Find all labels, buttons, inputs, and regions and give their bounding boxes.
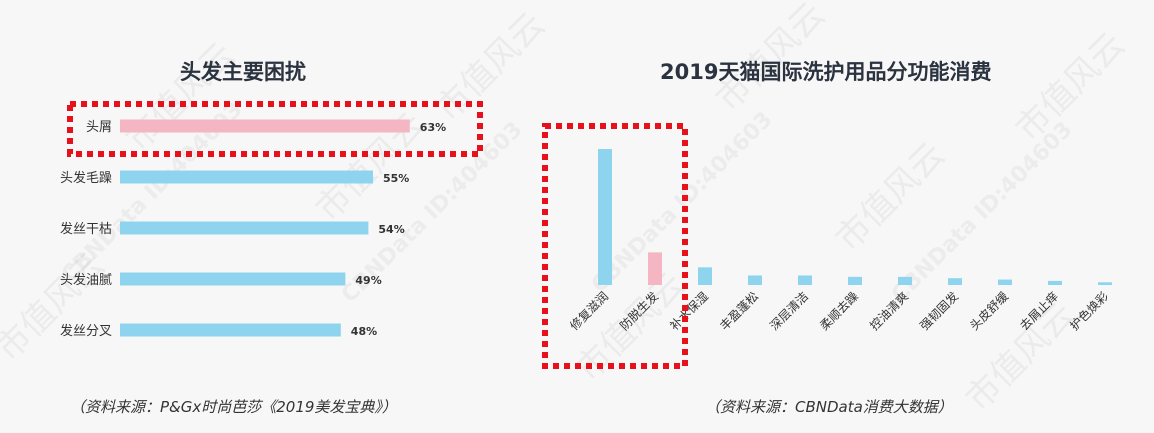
bar	[598, 149, 612, 285]
category-label: 控油清爽	[867, 289, 911, 333]
bar	[898, 276, 912, 285]
category-label: 补水保湿	[667, 289, 712, 334]
right-source-note: （资料来源：CBNData消费大数据）	[705, 398, 953, 416]
bar	[1098, 282, 1112, 285]
data-label: 63%	[420, 121, 446, 134]
category-label: 去屑止痒	[1017, 289, 1062, 334]
category-label: 防脱生发	[617, 289, 662, 334]
left-source-note: （资料来源：P&Gx时尚芭莎《2019美发宝典》）	[70, 398, 397, 416]
category-label: 柔顺去躁	[817, 289, 861, 333]
bar	[1048, 280, 1062, 285]
category-label: 头皮舒缓	[967, 289, 1011, 333]
left-bar-chart: 头屑 63% 头发毛躁 55% 发丝干枯 54% 头发油腻 49% 发丝分叉 48%	[60, 101, 483, 339]
category-label: 发丝分叉	[60, 323, 112, 339]
data-label: 48%	[351, 325, 377, 338]
highlight-box	[67, 101, 483, 157]
bar	[948, 278, 962, 285]
left-chart-panel: 头发主要困扰 头屑 63% 头发毛躁 55% 发丝干枯 54% 头发油腻 49% 发丝分叉 48%…	[0, 0, 560, 433]
bar	[648, 252, 662, 285]
bar	[798, 275, 812, 285]
highlight-box	[542, 123, 688, 369]
bar	[120, 170, 373, 184]
category-label: 头发毛躁	[60, 170, 112, 186]
category-label: 头屑	[86, 120, 112, 135]
bar	[120, 221, 369, 235]
category-label: 强韧固发	[917, 289, 962, 334]
category-label: 护色焕彩	[1067, 289, 1111, 333]
right-chart-panel: 2019天猫国际洗护用品分功能消费 修复滋润 防脱生发 补水保湿 丰盈蓬松 深层清洁 柔顺…	[540, 0, 1154, 433]
bar	[120, 272, 346, 286]
data-label: 49%	[355, 274, 381, 287]
category-label: 丰盈蓬松	[717, 289, 761, 333]
bar	[120, 119, 410, 133]
bar	[120, 323, 341, 337]
bar	[698, 267, 712, 285]
category-label: 头发油腻	[60, 272, 112, 288]
category-label: 修复滋润	[567, 289, 612, 334]
category-label: 发丝干枯	[60, 221, 112, 237]
bar	[748, 275, 762, 285]
right-bar-chart: 修复滋润 防脱生发 补水保湿 丰盈蓬松 深层清洁 柔顺去躁 控油清爽 强韧固发 头皮舒缓 去屑止痒…	[542, 123, 1112, 369]
bar	[998, 279, 1012, 285]
bar	[848, 276, 862, 285]
left-chart-title: 头发主要困扰	[180, 60, 306, 84]
data-label: 54%	[378, 223, 404, 236]
right-chart-title: 2019天猫国际洗护用品分功能消费	[660, 60, 992, 84]
category-label: 深层清洁	[767, 289, 811, 333]
data-label: 55%	[383, 172, 409, 185]
